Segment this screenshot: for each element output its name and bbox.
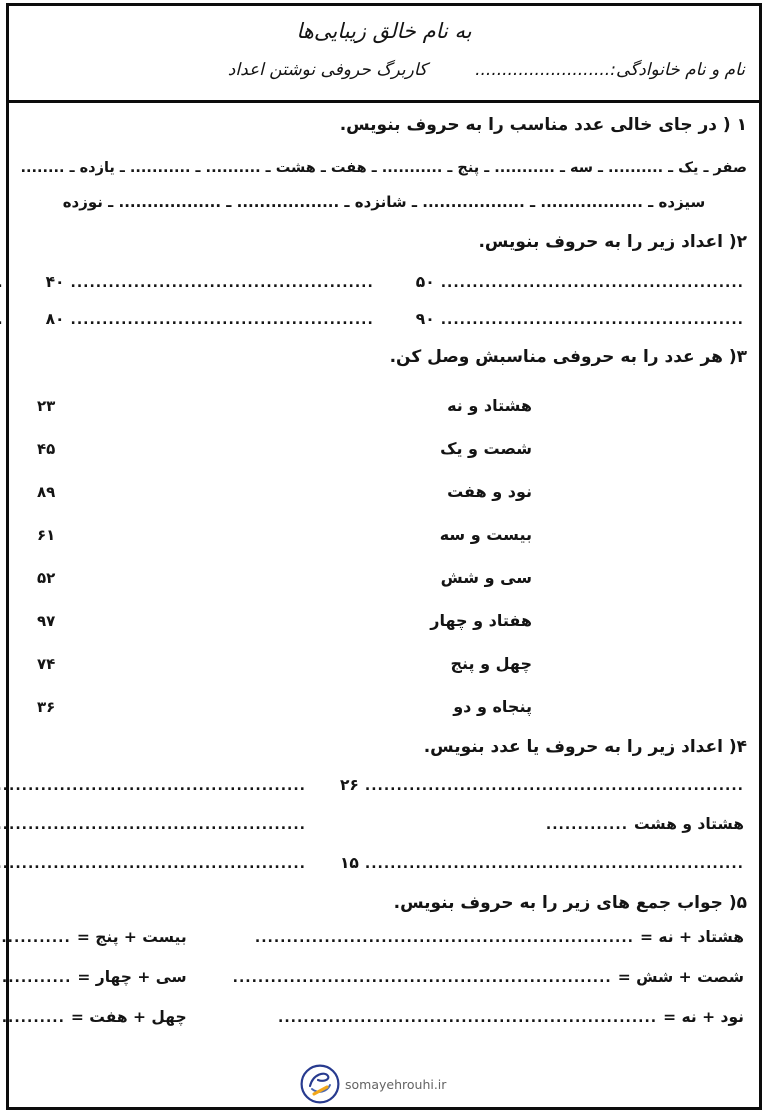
match-row: نود و هفت ۸۹ [21,470,747,513]
question1-sequence-line2: سیزده ـ .................. ـ ...........… [62,193,706,211]
watermark-text: somayehrouhi.ir [345,1076,447,1092]
name-field: نام و نام خانوادگی:.....................… [475,60,745,80]
match-word: سی و شش [440,568,532,587]
q4-word-item: هشتاد و هشت............. [340,815,744,833]
answer-blank: ........................................… [254,930,634,946]
question1-heading: ۱ ( در جای خالی عدد مناسب را به حروف بنو… [339,115,747,135]
sum-expression: شصت + شش = [617,968,744,986]
answer-blank: ........................................… [70,275,374,291]
question3-heading: ۳( هر عدد را به حروفی مناسبش وصل کن. [389,347,747,367]
answer-blank: ........................................… [0,817,306,833]
answer-blank: ........................................… [440,275,744,291]
sum-item: نود + نه =..............................… [233,1008,744,1026]
q4-number-item: ۶۷......................................… [0,815,306,833]
q4-number-item: ۷۸......................................… [0,776,306,794]
match-number: ۵۲ [37,568,56,587]
match-row: چهل و پنج ۷۴ [21,642,747,685]
match-row: هفتاد و چهار ۹۷ [21,599,747,642]
answer-blank: ........................................… [0,930,71,946]
answer-blank: ........................................… [0,275,4,291]
match-number: ۷۴ [37,654,56,673]
match-number: ۶۱ [37,525,56,544]
worksheet-title: کاربرگ حروفی نوشتن اعداد [227,60,428,80]
sum-expression: نود + نه = [663,1008,744,1026]
match-word: شصت و یک [440,439,532,458]
match-row: هشتاد و نه ۲۳ [21,384,747,427]
match-number: ۳۶ [37,697,56,716]
name-label: نام و نام خانوادگی: [610,60,745,80]
answer-blank: ........................................… [0,856,306,872]
answer-blank: ........................................… [364,856,744,872]
page-border: به نام خالق زیبایی‌ها نام و نام خانوادگی… [0,3,762,1110]
match-word: هشتاد و نه [447,396,532,415]
sum-item: سی + چهار =.............................… [0,968,187,986]
sum-item: شصت + شش =..............................… [233,968,744,986]
sum-item: چهل + هفت =.............................… [0,1008,187,1026]
match-word: پنجاه و دو [453,697,532,716]
question4-grid: ۲۶......................................… [0,776,747,872]
answer-blank: ........................................… [278,1010,658,1026]
header-line2: نام و نام خانوادگی:.....................… [23,60,745,80]
sum-expression: بیست + پنج = [76,928,187,946]
match-word: هفتاد و چهار [430,611,532,630]
q2-item: ۸۰......................................… [46,310,374,328]
answer-blank: ........................................… [0,970,72,986]
q2-item: ۳۰......................................… [0,273,4,291]
header: به نام خالق زیبایی‌ها نام و نام خانوادگی… [9,6,759,103]
q4-number-item: ۱۵......................................… [340,854,744,872]
sum-expression: سی + چهار = [77,968,187,986]
question5-grid: هشتاد + نه =............................… [0,928,747,1026]
name-blank: ......................... [475,60,611,80]
q4-number-item: ۳۵......................................… [0,854,306,872]
match-number: ۹۷ [37,611,56,630]
answer-blank: ........................................… [440,312,744,328]
sum-expression: چهل + هفت = [70,1008,187,1026]
sum-expression: هشتاد + نه = [639,928,744,946]
q2-item: ۷۰......................................… [0,310,4,328]
match-word: نود و هفت [447,482,532,501]
number-value: ۴۰ [45,273,65,291]
match-word: بیست و سه [439,525,532,544]
question2-heading: ۲( اعداد زیر را به حروف بنویس. [478,232,747,252]
number-value: ۱۵ [339,854,359,872]
question5-heading: ۵( جواب جمع های زیر را به حروف بنویس. [393,893,747,913]
answer-blank: ........................................… [0,312,4,328]
match-row: بیست و سه ۶۱ [21,513,747,556]
match-number: ۴۵ [37,439,56,458]
match-word: چهل و پنج [450,654,532,673]
answer-blank: ........................................… [232,970,612,986]
number-value: ۸۰ [45,310,65,328]
number-value: ۹۰ [415,310,435,328]
sum-item: هشتاد + نه =............................… [233,928,744,946]
question2-grid: ۵۰......................................… [0,273,747,328]
number-word: هشتاد و هشت [634,815,744,833]
answer-blank: ........................................… [364,778,744,794]
answer-blank: ............. [545,817,629,833]
answer-blank: ........................................… [0,778,306,794]
answer-blank: ........................................… [0,1010,65,1026]
q2-item: ۵۰......................................… [416,273,744,291]
q2-item: ۴۰......................................… [46,273,374,291]
match-number: ۸۹ [37,482,56,501]
match-row: شصت و یک ۴۵ [21,427,747,470]
q4-number-item: ۲۶......................................… [340,776,744,794]
calligraphy-logo-icon [300,1064,340,1104]
sum-item: بیست + پنج =............................… [0,928,187,946]
bismillah-line: به نام خالق زیبایی‌ها [296,19,472,43]
question4-heading: ۴( اعداد زیر را به حروف یا عدد بنویس. [423,737,747,757]
answer-blank: ........................................… [70,312,374,328]
match-row: پنجاه و دو ۳۶ [21,685,747,728]
number-value: ۲۶ [339,776,359,794]
question3-match-list: هشتاد و نه ۲۳ شصت و یک ۴۵ نود و هفت ۸۹ بیست… [21,384,747,728]
number-value: ۵۰ [415,273,435,291]
match-row: سی و شش ۵۲ [21,556,747,599]
question1-sequence-line1: صفر ـ یک ـ .......... ـ سه ـ ...........… [21,160,747,176]
watermark: somayehrouhi.ir [300,1064,446,1104]
q2-item: ۹۰......................................… [416,310,744,328]
match-number: ۲۳ [37,396,56,415]
worksheet-body: ۱ ( در جای خالی عدد مناسب را به حروف بنو… [0,103,759,1026]
